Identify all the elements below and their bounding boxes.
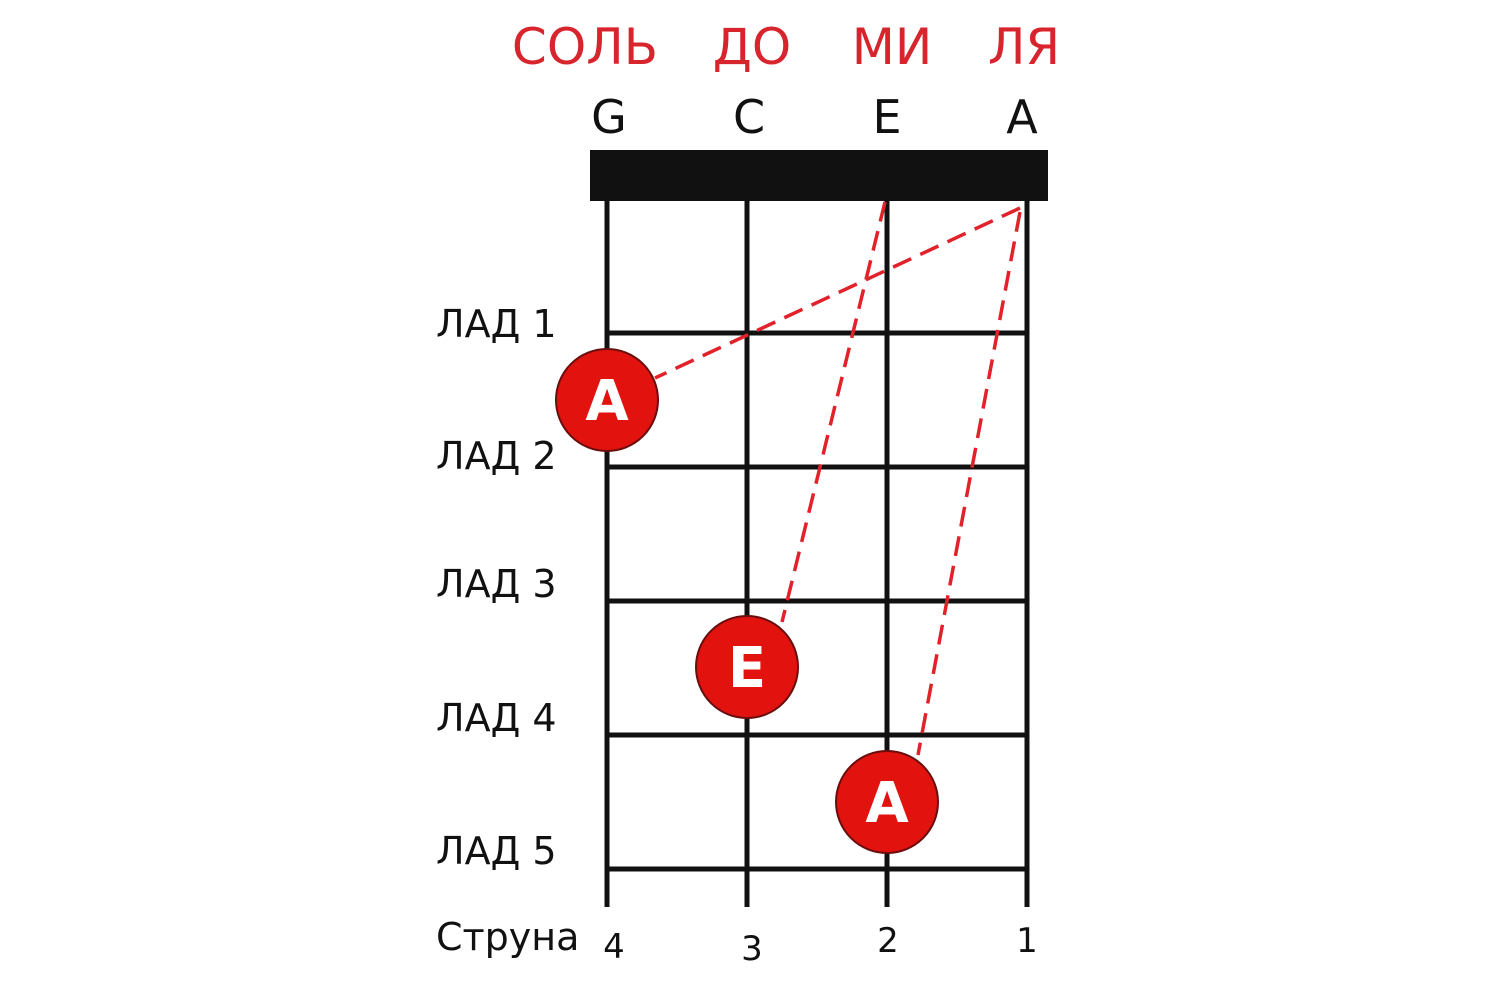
note-labels: G C E A: [591, 90, 1038, 144]
string-number: 3: [741, 929, 763, 969]
string-label: Струна: [436, 915, 579, 959]
marker-a-fret5: A: [835, 750, 939, 854]
solfege-label: ДО: [713, 18, 791, 76]
dashed-guide: [780, 201, 887, 623]
fret-labels: ЛАД 1 ЛАД 2 ЛАД 3 ЛАД 4 ЛАД 5: [436, 302, 557, 873]
tuning-guides: [654, 201, 1022, 756]
marker-label: A: [865, 771, 909, 836]
nut: [590, 150, 1048, 201]
strings: [604, 200, 1030, 907]
fret-label: ЛАД 4: [436, 696, 557, 740]
dashed-guide: [916, 211, 1022, 756]
fret-label: ЛАД 5: [436, 829, 557, 873]
string-number: 1: [1016, 921, 1038, 961]
marker-label: A: [585, 369, 629, 434]
note-label: E: [872, 90, 901, 144]
fret-label: ЛАД 2: [436, 434, 557, 478]
marker-circle: [695, 615, 799, 719]
note-label: C: [733, 90, 765, 144]
fret-label: ЛАД 1: [436, 302, 557, 346]
marker-a-fret2: A: [555, 348, 659, 452]
marker-circle: [835, 750, 939, 854]
string-number: 4: [603, 927, 625, 967]
string-numbers: Струна 4 3 2 1: [436, 915, 1038, 969]
note-label: A: [1006, 90, 1038, 144]
note-label: G: [591, 90, 627, 144]
string-number: 2: [877, 921, 899, 961]
frets: [605, 330, 1029, 872]
marker-e-fret4: E: [695, 615, 799, 719]
marker-circle: [555, 348, 659, 452]
fret-label: ЛАД 3: [436, 562, 557, 606]
solfege-label: МИ: [852, 18, 933, 76]
dashed-guide: [654, 206, 1021, 380]
marker-label: E: [728, 636, 766, 701]
solfege-label: СОЛЬ: [512, 18, 658, 76]
solfege-label: ЛЯ: [988, 18, 1060, 76]
solfege-labels: СОЛЬ ДО МИ ЛЯ: [512, 18, 1060, 76]
fret-markers: A E A: [555, 348, 939, 854]
